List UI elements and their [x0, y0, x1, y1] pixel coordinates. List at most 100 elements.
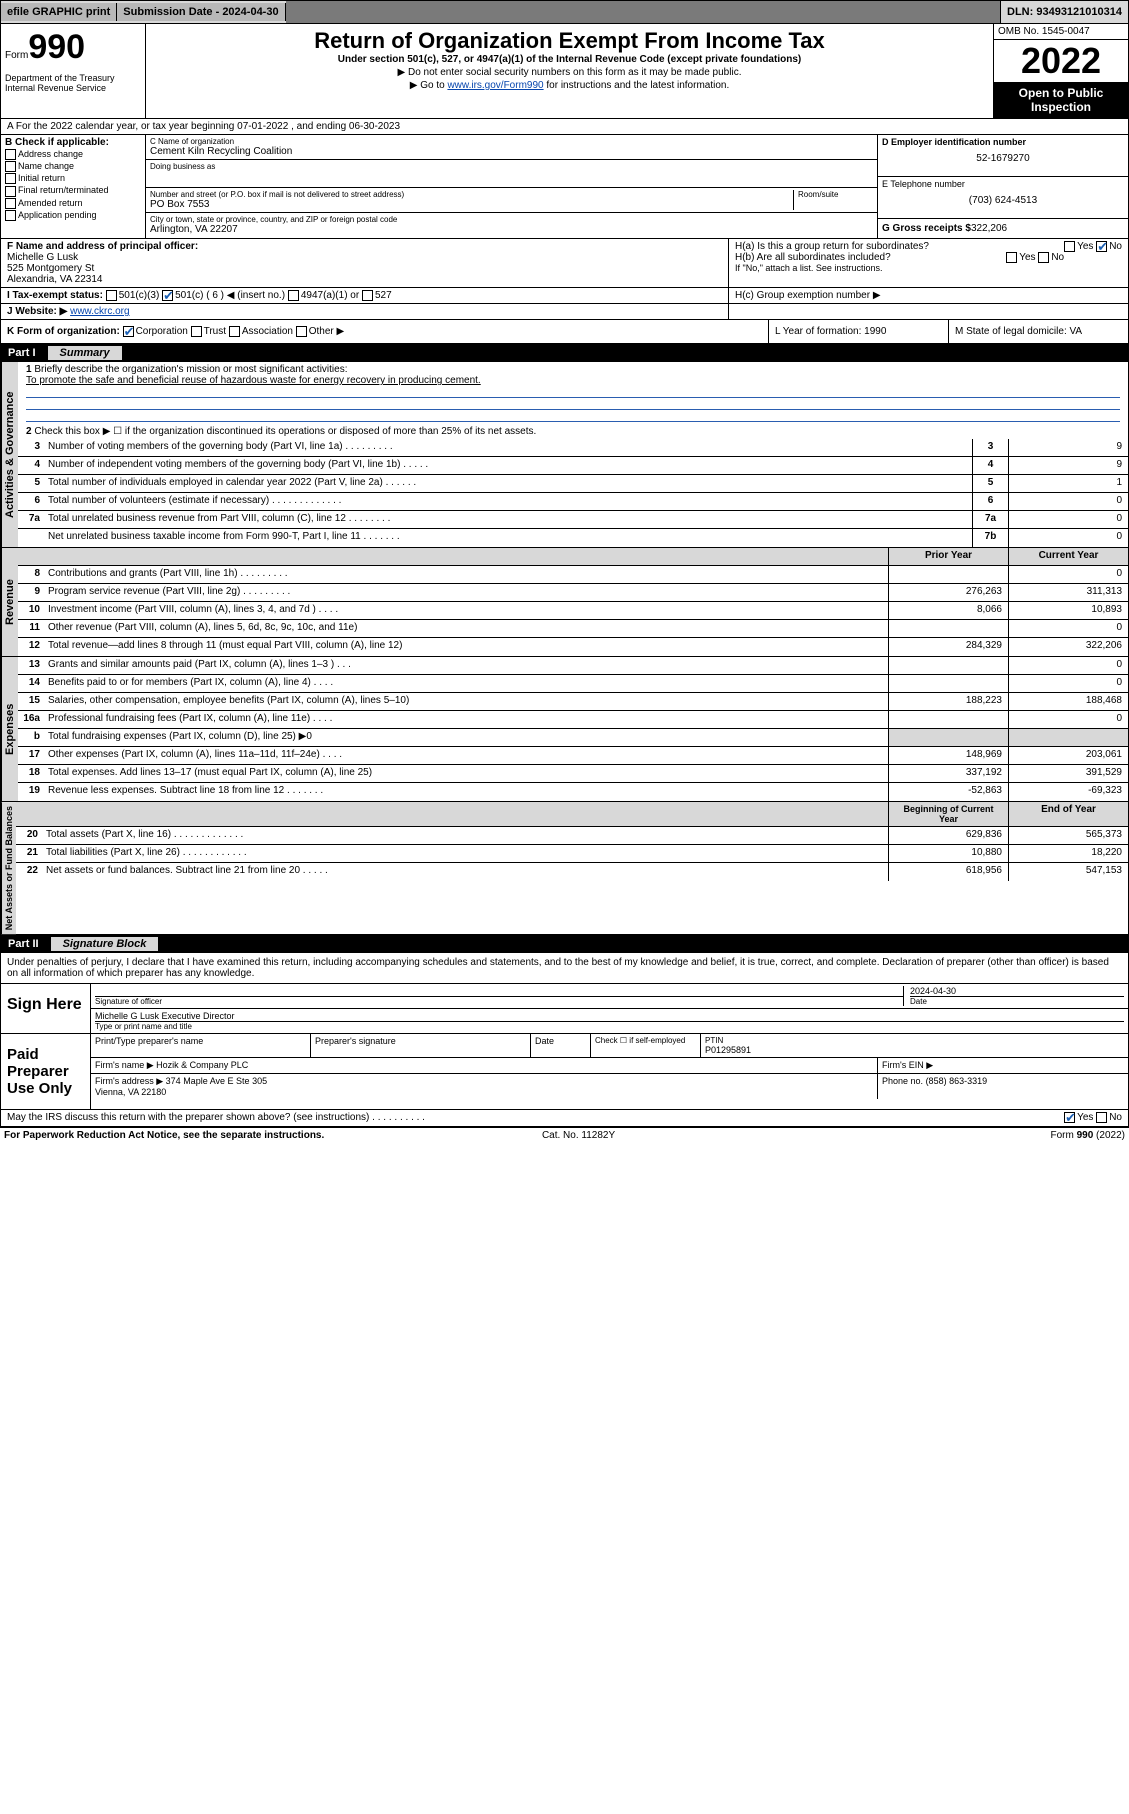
line-22: 22Net assets or fund balances. Subtract …	[16, 863, 1128, 881]
firm-ein-label: Firm's EIN ▶	[878, 1058, 1128, 1073]
officer-name: Michelle G Lusk	[7, 252, 722, 263]
sign-here-label: Sign Here	[1, 984, 91, 1033]
ein-value: 52-1679270	[882, 153, 1124, 164]
page-footer: For Paperwork Reduction Act Notice, see …	[0, 1127, 1129, 1143]
state-domicile: M State of legal domicile: VA	[948, 320, 1128, 343]
ha-group-return: H(a) Is this a group return for subordin…	[735, 241, 1122, 252]
cb-initial-return[interactable]: Initial return	[5, 173, 141, 184]
footer-cat: Cat. No. 11282Y	[542, 1130, 615, 1141]
line-20: 20Total assets (Part X, line 16) . . . .…	[16, 827, 1128, 845]
line-10: 10Investment income (Part VIII, column (…	[18, 602, 1128, 620]
city-state-zip: Arlington, VA 22207	[150, 224, 873, 235]
top-toolbar: efile GRAPHIC print Submission Date - 20…	[0, 0, 1129, 24]
end-year-hdr: End of Year	[1008, 802, 1128, 826]
cb-corporation[interactable]	[123, 326, 134, 337]
netassets-section: Net Assets or Fund Balances Beginning of…	[0, 802, 1129, 935]
cb-application-pending[interactable]: Application pending	[5, 210, 141, 221]
omb-number: OMB No. 1545-0047	[994, 24, 1128, 40]
cb-discuss-yes[interactable]	[1064, 1112, 1075, 1123]
irs-link[interactable]: www.irs.gov/Form990	[447, 80, 543, 91]
org-info-block: B Check if applicable: Address change Na…	[0, 135, 1129, 239]
line-14: 14Benefits paid to or for members (Part …	[18, 675, 1128, 693]
efile-print-button[interactable]: efile GRAPHIC print	[1, 3, 117, 21]
firm-name-label: Firm's name ▶	[95, 1060, 154, 1070]
firm-name: Hozik & Company PLC	[156, 1060, 248, 1070]
line-13: 13Grants and similar amounts paid (Part …	[18, 657, 1128, 675]
submission-date-button[interactable]: Submission Date - 2024-04-30	[117, 3, 285, 21]
prep-selfemp-col: Check ☐ if self-employed	[591, 1034, 701, 1057]
line-15: 15Salaries, other compensation, employee…	[18, 693, 1128, 711]
line-8: 8Contributions and grants (Part VIII, li…	[18, 566, 1128, 584]
sig-date: 2024-04-30	[910, 986, 1124, 996]
line-b: bTotal fundraising expenses (Part IX, co…	[18, 729, 1128, 747]
footer-left: For Paperwork Reduction Act Notice, see …	[4, 1130, 324, 1141]
tax-year-range: A For the 2022 calendar year, or tax yea…	[0, 119, 1129, 135]
officer-print-name: Michelle G Lusk Executive Director	[95, 1011, 1124, 1021]
line-9: 9Program service revenue (Part VIII, lin…	[18, 584, 1128, 602]
tax-exempt-label: I Tax-exempt status:	[7, 290, 103, 301]
discuss-row: May the IRS discuss this return with the…	[0, 1110, 1129, 1126]
prep-phone-label: Phone no.	[882, 1076, 923, 1086]
gov-line-4: 4Number of independent voting members of…	[18, 457, 1128, 475]
form-note1: ▶ Do not enter social security numbers o…	[154, 67, 985, 78]
website-link[interactable]: www.ckrc.org	[70, 306, 129, 317]
type-print-label: Type or print name and title	[95, 1021, 1124, 1031]
hb-note: If "No," attach a list. See instructions…	[735, 263, 1122, 273]
cb-discuss-no[interactable]	[1096, 1112, 1107, 1123]
dln-label: DLN: 93493121010314	[1001, 3, 1128, 21]
form-subtitle: Under section 501(c), 527, or 4947(a)(1)…	[154, 54, 985, 65]
cb-trust[interactable]	[191, 326, 202, 337]
dba-label: Doing business as	[150, 162, 873, 171]
gross-receipts-value: 322,206	[971, 223, 1007, 234]
dept-label: Department of the Treasury Internal Reve…	[5, 73, 141, 93]
tax-year: 2022	[994, 40, 1128, 82]
year-formation: L Year of formation: 1990	[768, 320, 948, 343]
col-b-header: B Check if applicable:	[5, 137, 141, 148]
gov-line-3: 3Number of voting members of the governi…	[18, 439, 1128, 457]
phone-label: E Telephone number	[882, 179, 1124, 189]
cb-501c[interactable]	[162, 290, 173, 301]
part1-bar: Part ISummary	[0, 344, 1129, 362]
cb-501c3[interactable]	[106, 290, 117, 301]
line-11: 11Other revenue (Part VIII, column (A), …	[18, 620, 1128, 638]
cb-4947[interactable]	[288, 290, 299, 301]
checkbox-column-b: B Check if applicable: Address change Na…	[1, 135, 146, 238]
governance-vlabel: Activities & Governance	[1, 362, 18, 547]
hc-group-exemption: H(c) Group exemption number ▶	[728, 288, 1128, 303]
begin-year-hdr: Beginning of Current Year	[888, 802, 1008, 826]
addr-label: Number and street (or P.O. box if mail i…	[150, 190, 793, 199]
k-label: K Form of organization:	[7, 326, 120, 337]
governance-section: Activities & Governance 1 Briefly descri…	[0, 362, 1129, 548]
ein-label: D Employer identification number	[882, 137, 1124, 147]
room-suite-label: Room/suite	[793, 190, 873, 210]
revenue-section: Revenue Prior Year Current Year 8Contrib…	[0, 548, 1129, 657]
city-label: City or town, state or province, country…	[150, 215, 873, 224]
paid-preparer-label: Paid Preparer Use Only	[1, 1034, 91, 1109]
footer-right: Form 990 (2022)	[1050, 1130, 1124, 1141]
revenue-vlabel: Revenue	[1, 548, 18, 656]
prep-name-col: Print/Type preparer's name	[91, 1034, 311, 1057]
cb-name-change[interactable]: Name change	[5, 161, 141, 172]
hb-subordinates: H(b) Are all subordinates included? Yes …	[735, 252, 1122, 263]
gov-line-7b: Net unrelated business taxable income fr…	[18, 529, 1128, 547]
cb-527[interactable]	[362, 290, 373, 301]
officer-addr1: 525 Montgomery St	[7, 263, 722, 274]
cb-address-change[interactable]: Address change	[5, 149, 141, 160]
line-17: 17Other expenses (Part IX, column (A), l…	[18, 747, 1128, 765]
form-title: Return of Organization Exempt From Incom…	[154, 28, 985, 54]
form-header: Form990 Department of the Treasury Inter…	[0, 24, 1129, 119]
open-to-public: Open to Public Inspection	[994, 82, 1128, 118]
prep-sig-col: Preparer's signature	[311, 1034, 531, 1057]
cb-amended-return[interactable]: Amended return	[5, 198, 141, 209]
cb-other[interactable]	[296, 326, 307, 337]
cb-final-return[interactable]: Final return/terminated	[5, 185, 141, 196]
q1-label: Briefly describe the organization's miss…	[34, 364, 347, 375]
penalty-declaration: Under penalties of perjury, I declare th…	[0, 953, 1129, 984]
cb-association[interactable]	[229, 326, 240, 337]
prep-phone: (858) 863-3319	[926, 1076, 988, 1086]
netassets-vlabel: Net Assets or Fund Balances	[1, 802, 16, 934]
form-note2: ▶ Go to www.irs.gov/Form990 for instruct…	[154, 80, 985, 91]
prior-year-hdr: Prior Year	[888, 548, 1008, 565]
part2-bar: Part IISignature Block	[0, 935, 1129, 953]
line-19: 19Revenue less expenses. Subtract line 1…	[18, 783, 1128, 801]
